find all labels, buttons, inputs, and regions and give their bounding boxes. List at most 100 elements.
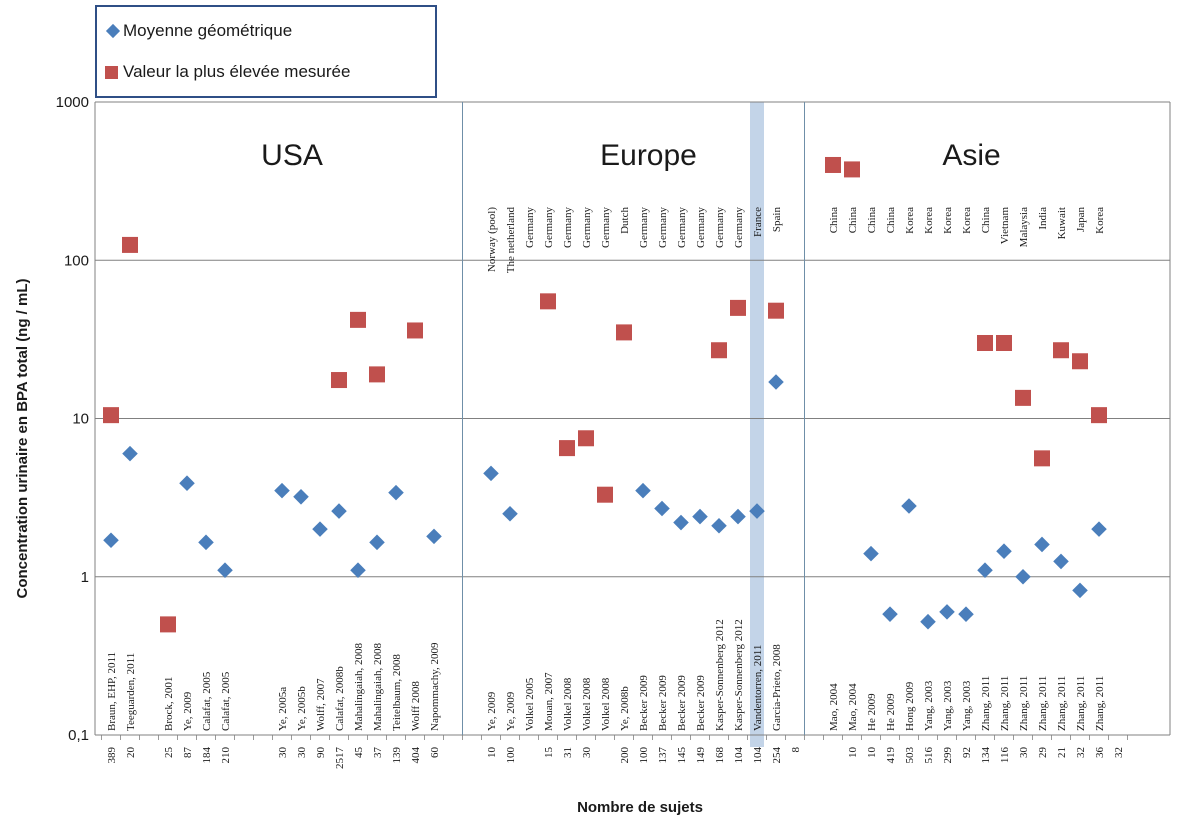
study-label: Napommachy, 2009: [429, 642, 441, 731]
country-label: Germany: [676, 207, 688, 248]
geo-mean-point: [388, 484, 404, 501]
max-value-point: [559, 440, 575, 457]
study-label: Zhang, 2011: [1056, 676, 1068, 731]
geo-mean-point: [293, 489, 309, 505]
subject-count: 389: [106, 747, 118, 764]
study-label: Zhang, 2011: [1037, 676, 1049, 731]
study-label: Vandentorren, 2011: [752, 645, 764, 731]
subject-count: 145: [676, 747, 688, 764]
study-label: Braun, EHP, 2011: [106, 652, 118, 731]
country-label: Germany: [600, 207, 612, 248]
max-value-point: [1091, 407, 1107, 424]
subject-count: 404: [410, 747, 422, 764]
study-label: Ye, 2009: [182, 691, 194, 731]
max-value-point: [1034, 450, 1050, 467]
country-label: Germany: [524, 207, 536, 248]
geo-mean-point: [730, 508, 746, 525]
max-value-point: [122, 236, 138, 253]
subject-count: 30: [1018, 747, 1030, 759]
subject-count: 210: [220, 747, 232, 764]
geo-mean-point: [996, 543, 1012, 559]
max-value-point: [350, 311, 366, 328]
subject-count: 30: [581, 747, 593, 759]
subject-count: 60: [429, 747, 441, 759]
subject-count: 45: [353, 747, 365, 759]
subject-count: 92: [961, 747, 973, 758]
region-title: USA: [261, 139, 323, 172]
subject-count: 134: [980, 747, 992, 764]
geo-mean-point: [369, 534, 385, 551]
geo-mean-point: [920, 613, 936, 630]
geo-mean-point: [331, 503, 347, 519]
study-label: Mouan, 2007: [543, 672, 555, 731]
subject-count: 516: [923, 747, 935, 764]
country-label: Malaysia: [1018, 207, 1030, 247]
max-value-point: [825, 156, 841, 173]
highlight-band: [750, 102, 764, 747]
geo-mean-point: [901, 498, 917, 514]
subject-count: 254: [771, 747, 783, 764]
country-label: Germany: [543, 207, 555, 248]
max-value-point: [540, 293, 556, 310]
x-axis-title: Nombre de sujets: [577, 799, 703, 816]
study-label: Mao, 2004: [847, 683, 859, 731]
geo-mean-point: [977, 562, 993, 578]
country-label: Germany: [695, 207, 707, 248]
country-label: Korea: [961, 207, 973, 234]
study-label: Ye, 2005a: [277, 687, 289, 731]
geo-mean-point: [217, 562, 233, 578]
study-label: Becker 2009: [695, 675, 707, 731]
subject-count: 503: [904, 747, 916, 764]
subject-count: 37: [372, 747, 384, 759]
study-label: Wolff 2008: [410, 681, 422, 731]
subject-count: 30: [277, 747, 289, 759]
geo-mean-point: [1091, 521, 1107, 537]
study-label: Hong 2009: [904, 681, 916, 731]
study-label: Zhang, 2011: [1094, 676, 1106, 731]
subject-count: 10: [486, 747, 498, 759]
subject-count: 100: [638, 747, 650, 764]
country-label: The netherland: [505, 207, 517, 274]
study-label: Kasper-Sonnenberg 2012: [733, 619, 745, 731]
subject-count: 25: [163, 747, 175, 759]
max-value-point: [597, 486, 613, 503]
study-label: Becker 2009: [657, 675, 669, 731]
geo-mean-point: [103, 532, 119, 549]
geo-mean-point: [274, 482, 290, 499]
geo-mean-point: [673, 514, 689, 531]
geo-mean-point: [122, 445, 138, 462]
geo-mean-point: [711, 517, 727, 534]
geo-mean-point: [1015, 568, 1031, 585]
geo-mean-point: [768, 374, 784, 390]
study-label: Calafat, 2005: [220, 671, 232, 731]
country-label: Korea: [904, 207, 916, 234]
country-label: China: [828, 207, 840, 233]
subject-count: 137: [657, 747, 669, 764]
subject-count: 10: [847, 747, 859, 759]
max-value-point: [407, 322, 423, 339]
region-title: Europe: [600, 139, 697, 172]
max-value-point: [160, 616, 176, 633]
subject-count: 200: [619, 747, 631, 764]
country-label: France: [752, 207, 764, 237]
geo-mean-point: [692, 508, 708, 525]
geo-mean-point: [179, 475, 195, 491]
subject-count: 139: [391, 747, 403, 764]
country-label: Vietnam: [999, 207, 1011, 245]
geo-mean-point: [863, 545, 879, 562]
geo-mean-point: [958, 606, 974, 622]
max-value-point: [711, 342, 727, 359]
country-label: Germany: [714, 207, 726, 248]
geo-mean-point: [1034, 536, 1050, 553]
study-label: Mahalingaiah, 2008: [353, 643, 365, 731]
subject-count: 10: [866, 747, 878, 759]
subject-count: 32: [1113, 747, 1125, 758]
study-label: Brock, 2001: [163, 677, 175, 731]
study-label: Calafat, 2005: [201, 671, 213, 731]
study-label: Ye, 2009: [505, 691, 517, 731]
study-label: Mahalingaiah, 2008: [372, 643, 384, 731]
country-label: China: [866, 207, 878, 233]
country-label: Korea: [942, 207, 954, 234]
study-label: Teitelbaum, 2008: [391, 654, 403, 731]
country-label: Korea: [1094, 207, 1106, 234]
